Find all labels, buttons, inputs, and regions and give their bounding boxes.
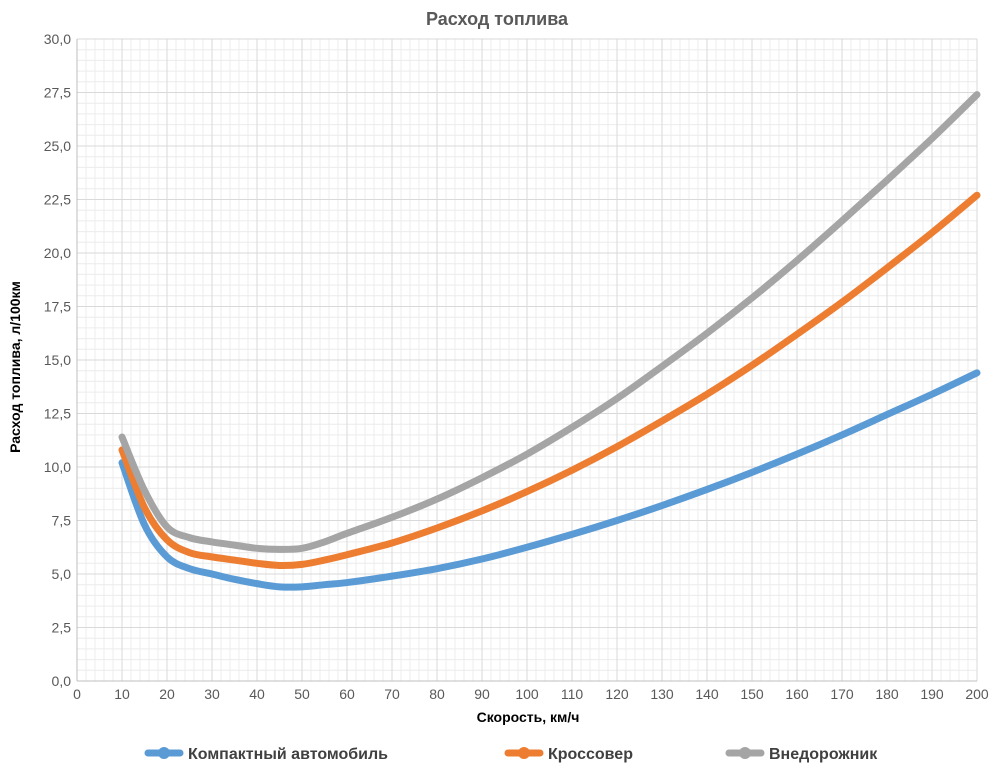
chart-title: Расход топлива <box>426 9 569 29</box>
x-tick-label: 160 <box>785 686 809 702</box>
x-tick-label: 30 <box>204 686 220 702</box>
x-tick-label: 120 <box>605 686 629 702</box>
y-tick-label: 0,0 <box>52 673 72 689</box>
legend-label: Кроссовер <box>548 746 633 763</box>
y-tick-label: 22,5 <box>44 192 71 208</box>
legend-item-1: Компактный автомобиль <box>144 746 388 763</box>
y-tick-label: 12,5 <box>44 406 71 422</box>
x-tick-label: 100 <box>515 686 539 702</box>
legend: Компактный автомобиль Кроссовер Внедорожни… <box>144 746 878 763</box>
series-line-2 <box>118 191 981 569</box>
x-tick-label: 60 <box>339 686 355 702</box>
x-tick-label: 70 <box>384 686 400 702</box>
y-tick-label: 5,0 <box>52 566 72 582</box>
axes: 0 10 20 30 40 50 60 70 80 90 100 110 120 130 140 150 160… <box>44 31 989 702</box>
y-tick-label: 7,5 <box>52 513 72 529</box>
x-tick-label: 20 <box>159 686 175 702</box>
y-tick-label: 25,0 <box>44 138 71 154</box>
x-tick-label: 190 <box>920 686 944 702</box>
legend-label: Внедорожник <box>769 746 878 763</box>
gridlines <box>76 38 978 682</box>
x-tick-label: 90 <box>474 686 490 702</box>
x-tick-label: 50 <box>294 686 310 702</box>
x-tick-label: 0 <box>73 686 81 702</box>
y-tick-label: 30,0 <box>44 31 71 47</box>
y-tick-label: 20,0 <box>44 245 71 261</box>
x-tick-label: 130 <box>650 686 674 702</box>
y-tick-label: 27,5 <box>44 85 71 101</box>
x-tick-label: 180 <box>875 686 899 702</box>
legend-label: Компактный автомобиль <box>188 746 388 763</box>
y-tick-label: 10,0 <box>44 459 71 475</box>
y-axis-title: Расход топлива, л/100км <box>7 281 23 453</box>
series-line-3 <box>118 91 981 553</box>
legend-swatch-marker <box>158 747 170 759</box>
legend-swatch-marker <box>739 747 751 759</box>
legend-item-3: Внедорожник <box>725 746 878 763</box>
x-tick-label: 150 <box>740 686 764 702</box>
x-axis-title: Скорость, км/ч <box>477 709 580 725</box>
x-tick-label: 40 <box>249 686 265 702</box>
series-lines <box>118 91 981 591</box>
legend-item-2: Кроссовер <box>504 746 633 763</box>
x-tick-label: 170 <box>830 686 854 702</box>
x-tick-label: 80 <box>429 686 445 702</box>
y-tick-label: 15,0 <box>44 352 71 368</box>
series-line-1 <box>118 369 981 591</box>
y-tick-label: 17,5 <box>44 299 71 315</box>
x-tick-label: 200 <box>965 686 989 702</box>
legend-swatch-marker <box>518 747 530 759</box>
y-tick-label: 2,5 <box>52 620 72 636</box>
x-tick-label: 140 <box>695 686 719 702</box>
x-tick-label: 110 <box>561 686 584 702</box>
x-tick-label: 10 <box>114 686 130 702</box>
